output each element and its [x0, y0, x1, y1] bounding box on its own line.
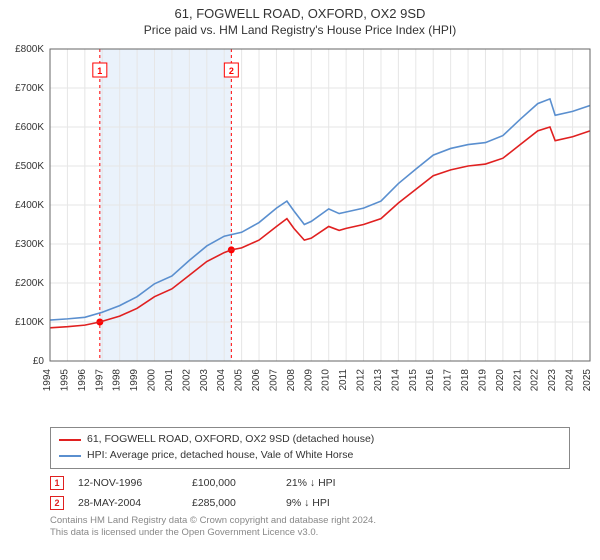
svg-text:2001: 2001: [164, 369, 175, 392]
svg-text:2003: 2003: [199, 369, 210, 392]
event-marker-icon: 2: [50, 496, 64, 510]
event-row: 2 28-MAY-2004 £285,000 9% ↓ HPI: [50, 493, 570, 513]
svg-text:2021: 2021: [512, 369, 523, 392]
event-row: 1 12-NOV-1996 £100,000 21% ↓ HPI: [50, 473, 570, 493]
svg-text:2008: 2008: [286, 369, 297, 392]
footer-line: Contains HM Land Registry data © Crown c…: [50, 515, 570, 527]
svg-text:2006: 2006: [251, 369, 262, 392]
legend-item: HPI: Average price, detached house, Vale…: [59, 448, 561, 464]
event-marker-icon: 1: [50, 476, 64, 490]
svg-text:2009: 2009: [303, 369, 314, 392]
event-delta: 9% ↓ HPI: [286, 497, 376, 509]
svg-text:2015: 2015: [408, 369, 419, 392]
legend-label: HPI: Average price, detached house, Vale…: [87, 448, 353, 464]
svg-text:1995: 1995: [59, 369, 70, 392]
chart-area: £0 £100K £200K £300K £400K £500K £600K £700K £80…: [0, 41, 600, 421]
svg-text:£700K: £700K: [15, 83, 44, 94]
legend-swatch: [59, 455, 81, 457]
svg-text:1994: 1994: [42, 369, 53, 392]
svg-text:£300K: £300K: [15, 239, 44, 250]
svg-text:2012: 2012: [356, 369, 367, 392]
svg-text:£400K: £400K: [15, 200, 44, 211]
svg-text:£800K: £800K: [15, 44, 44, 55]
svg-text:2004: 2004: [216, 369, 227, 392]
event-delta: 21% ↓ HPI: [286, 477, 376, 489]
svg-text:£500K: £500K: [15, 161, 44, 172]
svg-text:2020: 2020: [495, 369, 506, 392]
svg-text:1997: 1997: [94, 369, 105, 392]
svg-text:2025: 2025: [582, 369, 593, 392]
event-price: £100,000: [192, 477, 272, 489]
legend-label: 61, FOGWELL ROAD, OXFORD, OX2 9SD (detac…: [87, 432, 374, 448]
footer-attribution: Contains HM Land Registry data © Crown c…: [50, 515, 570, 540]
chart-subtitle: Price paid vs. HM Land Registry's House …: [0, 21, 600, 41]
event-date: 12-NOV-1996: [78, 477, 178, 489]
event-list: 1 12-NOV-1996 £100,000 21% ↓ HPI 2 28-MA…: [50, 473, 570, 513]
svg-text:2013: 2013: [373, 369, 384, 392]
legend-swatch: [59, 439, 81, 441]
svg-text:2024: 2024: [565, 369, 576, 392]
svg-text:1: 1: [97, 66, 102, 76]
svg-text:2016: 2016: [425, 369, 436, 392]
svg-text:2022: 2022: [530, 369, 541, 392]
svg-text:2011: 2011: [338, 369, 349, 391]
svg-text:2002: 2002: [181, 369, 192, 392]
chart-title: 61, FOGWELL ROAD, OXFORD, OX2 9SD: [0, 0, 600, 21]
svg-text:2014: 2014: [390, 369, 401, 392]
event-date: 28-MAY-2004: [78, 497, 178, 509]
footer-line: This data is licensed under the Open Gov…: [50, 527, 570, 539]
svg-text:£100K: £100K: [15, 317, 44, 328]
svg-text:2017: 2017: [443, 369, 454, 392]
svg-text:1999: 1999: [129, 369, 140, 392]
svg-text:2010: 2010: [321, 369, 332, 392]
svg-text:2005: 2005: [234, 369, 245, 392]
svg-text:1996: 1996: [77, 369, 88, 392]
svg-text:2018: 2018: [460, 369, 471, 392]
line-chart: £0 £100K £200K £300K £400K £500K £600K £700K £80…: [0, 41, 600, 421]
svg-text:2023: 2023: [547, 369, 558, 392]
svg-text:2019: 2019: [477, 369, 488, 392]
svg-text:1998: 1998: [112, 369, 123, 392]
legend: 61, FOGWELL ROAD, OXFORD, OX2 9SD (detac…: [50, 427, 570, 469]
svg-text:£0: £0: [33, 356, 45, 367]
svg-text:£600K: £600K: [15, 122, 44, 133]
svg-text:£200K: £200K: [15, 278, 44, 289]
svg-text:2000: 2000: [147, 369, 158, 392]
svg-text:2: 2: [229, 66, 234, 76]
legend-item: 61, FOGWELL ROAD, OXFORD, OX2 9SD (detac…: [59, 432, 561, 448]
svg-text:2007: 2007: [268, 369, 279, 392]
event-price: £285,000: [192, 497, 272, 509]
